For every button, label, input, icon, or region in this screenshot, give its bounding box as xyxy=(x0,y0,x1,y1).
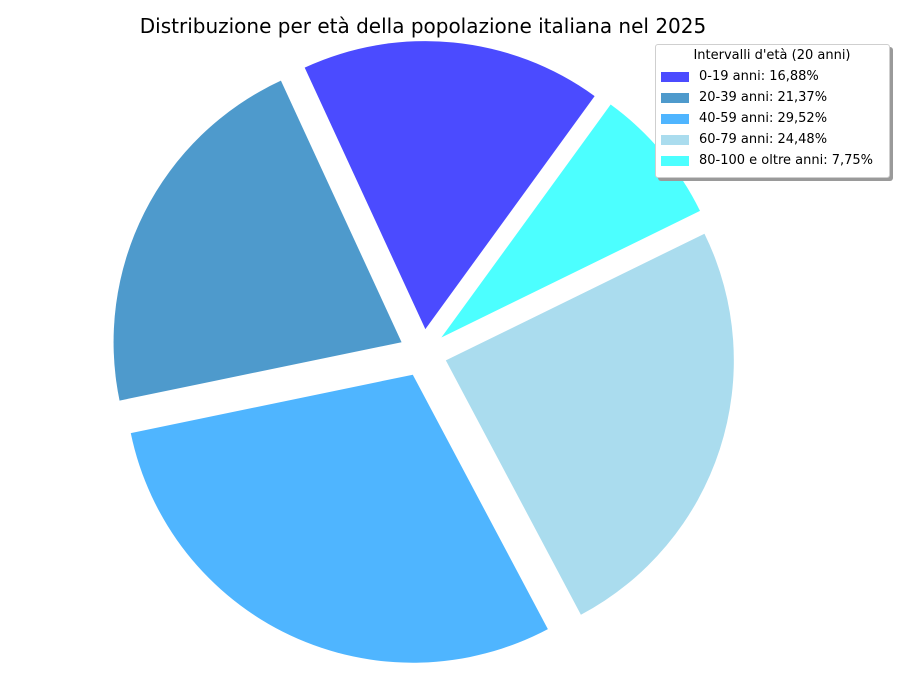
chart-title: Distribuzione per età della popolazione … xyxy=(139,14,707,38)
legend-item-4: 80-100 e oltre anni: 7,75% xyxy=(661,150,883,171)
legend-label: 20-39 anni: 21,37% xyxy=(699,90,828,105)
legend-swatch xyxy=(661,134,689,145)
pie-slice-2 xyxy=(130,374,548,663)
legend-label: 0-19 anni: 16,88% xyxy=(699,69,819,84)
legend-item-2: 40-59 anni: 29,52% xyxy=(661,108,883,129)
pie-slices xyxy=(113,41,734,663)
legend-item-3: 60-79 anni: 24,48% xyxy=(661,129,883,150)
legend-swatch xyxy=(661,71,689,82)
legend-label: 60-79 anni: 24,48% xyxy=(699,132,828,147)
legend-items: 0-19 anni: 16,88% 20-39 anni: 21,37% 40-59… xyxy=(661,66,883,171)
legend-label: 40-59 anni: 29,52% xyxy=(699,111,828,126)
legend-swatch xyxy=(661,155,689,166)
pie-slice-0 xyxy=(304,41,595,330)
legend: Intervalli d'età (20 anni) 0-19 anni: 16… xyxy=(655,44,890,178)
legend-label: 80-100 e oltre anni: 7,75% xyxy=(699,153,874,168)
legend-swatch xyxy=(661,92,689,103)
legend-item-1: 20-39 anni: 21,37% xyxy=(661,87,883,108)
pie-slice-1 xyxy=(113,80,402,401)
legend-swatch xyxy=(661,113,689,124)
legend-item-0: 0-19 anni: 16,88% xyxy=(661,66,883,87)
pie-slice-4 xyxy=(441,104,701,338)
pie-slice-3 xyxy=(445,233,734,615)
legend-title: Intervalli d'età (20 anni) xyxy=(693,48,851,63)
